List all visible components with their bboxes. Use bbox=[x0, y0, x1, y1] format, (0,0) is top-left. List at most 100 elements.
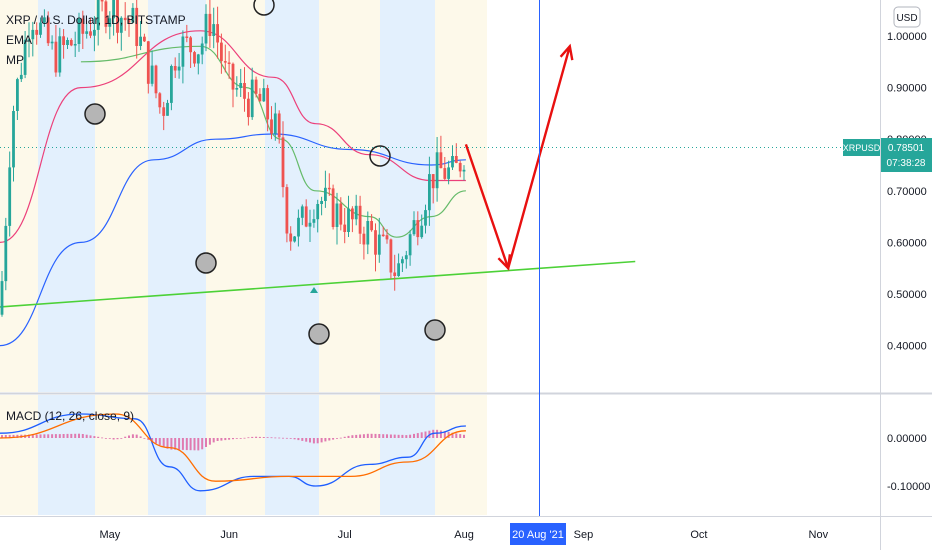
candle-body bbox=[223, 61, 227, 63]
candle-body bbox=[196, 54, 200, 64]
last-price-text: 0.78501 bbox=[888, 143, 925, 154]
candle-body bbox=[16, 79, 19, 111]
time-tick-label: Aug bbox=[454, 529, 474, 541]
macd-histogram-bar bbox=[316, 438, 319, 444]
macd-histogram-bar bbox=[320, 438, 323, 443]
candle-body bbox=[166, 102, 169, 116]
macd-histogram-bar bbox=[455, 433, 458, 438]
macd-histogram-bar bbox=[216, 438, 219, 441]
macd-tick-label: 0.00000 bbox=[887, 433, 927, 445]
candle-body bbox=[135, 7, 139, 46]
macd-histogram-bar bbox=[43, 434, 46, 438]
candle-body bbox=[81, 18, 85, 34]
price-tick-label: 0.50000 bbox=[887, 289, 927, 301]
candle-body bbox=[327, 187, 331, 190]
candle-body bbox=[89, 31, 92, 36]
candle-body bbox=[254, 79, 258, 94]
candle-body bbox=[31, 29, 35, 40]
macd-histogram-bar bbox=[228, 438, 231, 440]
macd-histogram-bar bbox=[62, 434, 65, 438]
cycle-low-marker bbox=[424, 319, 446, 341]
macd-histogram-bar bbox=[224, 438, 227, 441]
macd-histogram-bar bbox=[386, 434, 388, 438]
macd-histogram-bar bbox=[336, 438, 338, 439]
macd-histogram-bar bbox=[178, 438, 181, 450]
macd-histogram-bar bbox=[166, 438, 169, 449]
macd-histogram-bar bbox=[389, 434, 392, 438]
macd-histogram-bar bbox=[347, 435, 350, 438]
macd-histogram-bar bbox=[4, 435, 7, 438]
candle-body bbox=[123, 17, 127, 21]
macd-histogram-bar bbox=[28, 434, 30, 438]
candle-body bbox=[362, 233, 366, 245]
candle-body bbox=[62, 36, 65, 45]
candle-body bbox=[293, 236, 296, 242]
candle-body bbox=[19, 74, 23, 80]
macd-histogram-bar bbox=[339, 437, 342, 439]
candle-body bbox=[416, 220, 420, 238]
currency-badge[interactable] bbox=[893, 6, 921, 28]
macd-histogram-bar bbox=[89, 435, 92, 438]
band-yellow bbox=[319, 395, 380, 515]
macd-label[interactable]: MACD (12, 26, close, 9) bbox=[6, 409, 134, 423]
candle-body bbox=[285, 187, 289, 234]
time-tick-label: Nov bbox=[809, 529, 829, 541]
macd-histogram-bar bbox=[16, 434, 19, 438]
macd-histogram-bar bbox=[416, 433, 419, 438]
candle-body bbox=[58, 36, 62, 73]
candle-body bbox=[189, 37, 192, 53]
candle-body bbox=[462, 169, 466, 172]
macd-histogram-bar bbox=[293, 438, 296, 440]
macd-histogram-bar bbox=[239, 438, 242, 439]
macd-histogram-bar bbox=[420, 432, 423, 438]
candle-body bbox=[404, 255, 408, 260]
candle-body bbox=[119, 17, 123, 33]
macd-histogram-bar bbox=[189, 438, 192, 451]
macd-histogram-bar bbox=[78, 433, 80, 438]
band-blue bbox=[265, 395, 319, 515]
indicator-mp-label[interactable]: MP bbox=[6, 53, 24, 67]
macd-histogram-bar bbox=[81, 434, 84, 438]
macd-histogram-bar bbox=[39, 434, 42, 438]
candle-body bbox=[143, 36, 146, 42]
symbol-title[interactable]: XRP / U.S. Dollar, 1D, BITSTAMP bbox=[6, 13, 186, 27]
macd-histogram-bar bbox=[266, 437, 269, 438]
candle-body bbox=[158, 93, 162, 108]
macd-histogram-bar bbox=[112, 438, 115, 440]
signal-triangle bbox=[310, 287, 318, 293]
macd-histogram-bar bbox=[101, 437, 104, 439]
macd-histogram-bar bbox=[366, 433, 369, 438]
candle-body bbox=[324, 187, 327, 201]
candle-body bbox=[204, 13, 208, 44]
candle-body bbox=[366, 221, 370, 245]
candle-body bbox=[54, 41, 58, 73]
macd-histogram-bar bbox=[31, 434, 34, 438]
macd-histogram-bar bbox=[328, 438, 331, 441]
macd-histogram-bar bbox=[97, 436, 100, 438]
macd-histogram-bar bbox=[274, 437, 277, 439]
candle-body bbox=[312, 219, 316, 223]
macd-histogram-bar bbox=[397, 434, 400, 438]
candle-body bbox=[104, 1, 108, 27]
symbol-badge-text: XRPUSD bbox=[843, 143, 881, 153]
macd-histogram-bar bbox=[12, 434, 15, 438]
band-yellow bbox=[206, 395, 265, 515]
macd-histogram-bar bbox=[128, 435, 130, 438]
candle-body bbox=[435, 152, 439, 189]
candle-body bbox=[258, 93, 262, 102]
candle-body bbox=[289, 233, 293, 242]
macd-histogram-bar bbox=[170, 438, 173, 450]
candle-body bbox=[12, 111, 15, 168]
macd-histogram-bar bbox=[158, 438, 161, 446]
indicator-ema-label[interactable]: EMA bbox=[6, 33, 32, 47]
candle-body bbox=[393, 272, 397, 276]
candle-body bbox=[343, 224, 347, 232]
candle-body bbox=[127, 20, 131, 23]
macd-histogram-bar bbox=[66, 433, 69, 438]
cycle-low-marker bbox=[195, 252, 217, 274]
macd-histogram-bar bbox=[378, 434, 381, 438]
candle-body bbox=[131, 7, 135, 23]
candle-body bbox=[77, 18, 81, 44]
candle-body bbox=[239, 83, 243, 88]
